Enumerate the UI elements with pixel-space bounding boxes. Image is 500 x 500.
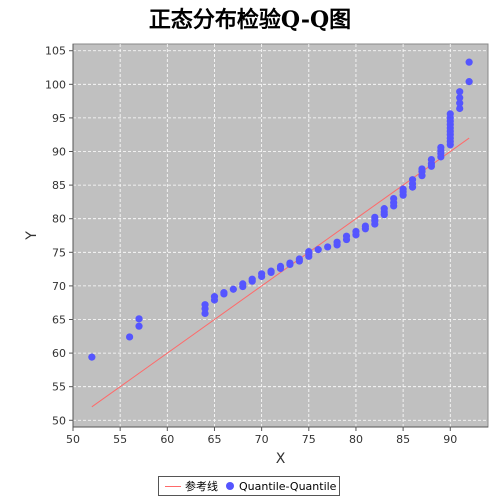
legend-label-quantile: Quantile-Quantile [239,479,337,493]
quantile-point [210,293,219,301]
y-tick-label: 50 [52,414,66,427]
quantile-point [456,99,464,107]
quantile-point [135,315,143,323]
legend: 参考线 Quantile-Quantile [158,476,340,496]
quantile-point [276,262,285,271]
quantile-point [88,353,96,361]
quantile-point [324,243,332,251]
y-tick-label: 95 [52,112,66,125]
y-tick-label: 55 [52,381,66,394]
x-tick-label: 75 [302,433,316,446]
y-tick-label: 70 [52,280,66,293]
legend-label-reference: 参考线 [185,480,218,493]
quantile-point [229,285,237,293]
quantile-point-swatch [226,482,234,490]
chart-title: 正态分布检验Q-Q图 [148,7,352,33]
y-axis-title: Y [24,231,40,241]
quantile-point [456,88,464,96]
x-tick-label: 55 [113,433,127,446]
x-tick-label: 65 [207,433,221,446]
quantile-point [295,255,303,263]
y-tick-label: 75 [52,246,66,259]
x-tick-label: 80 [349,433,363,446]
quantile-point [258,270,266,278]
quantile-point [248,275,256,283]
quantile-point [125,333,134,341]
quantile-point [456,94,464,102]
y-tick-label: 65 [52,313,66,326]
quantile-point [418,165,426,173]
quantile-point [408,176,417,184]
y-tick-label: 60 [52,347,66,360]
x-tick-label: 50 [66,433,80,446]
plot-area [72,43,489,428]
quantile-point [371,213,379,221]
quantile-point [446,110,454,118]
y-tick-label: 90 [52,146,66,159]
y-tick-label: 100 [45,78,66,91]
quantile-point [456,104,464,113]
quantile-point [465,58,473,66]
data-series [88,58,473,408]
quantile-point [427,155,436,164]
quantile-point [220,289,228,297]
quantile-point [380,205,388,213]
quantile-point [201,301,209,309]
quantile-point [465,78,473,86]
quantile-point [333,238,341,246]
y-tick-label: 80 [52,213,66,226]
quantile-point [267,267,275,275]
quantile-point [305,248,313,256]
quantile-point [239,280,247,288]
axes: 50 55 60 65 70 75 80 85 90 50 55 60 65 70 75 80 85 90 95 10… [45,44,488,446]
quantile-point [352,227,360,236]
reference-line [91,137,470,408]
y-tick-label: 85 [52,179,66,192]
x-axis-title: X [276,451,286,467]
x-tick-label: 90 [443,433,457,446]
quantile-point [286,259,294,267]
reference-line-swatch [165,485,181,487]
quantile-point [314,246,322,254]
x-tick-label: 60 [160,433,174,446]
y-tick-label: 105 [45,45,66,58]
x-tick-label: 70 [255,433,269,446]
quantile-point [437,143,445,152]
quantile-point [342,232,351,240]
quantile-point [390,194,398,203]
x-tick-label: 85 [396,433,410,446]
quantile-point [135,322,143,330]
quantile-point [399,185,407,193]
quantile-point [361,222,369,230]
